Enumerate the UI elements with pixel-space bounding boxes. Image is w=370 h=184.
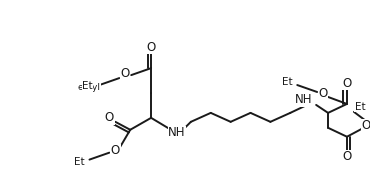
Text: O: O xyxy=(361,119,370,132)
Text: Et: Et xyxy=(82,81,93,91)
Text: O: O xyxy=(319,87,328,100)
Text: O: O xyxy=(121,67,130,80)
Text: O: O xyxy=(342,150,351,163)
Text: O: O xyxy=(111,144,120,157)
Text: NH: NH xyxy=(295,93,312,107)
Text: O: O xyxy=(105,111,114,124)
Text: ethyl: ethyl xyxy=(78,83,101,91)
Text: O: O xyxy=(147,41,156,54)
Text: NH: NH xyxy=(168,126,186,139)
Text: Et: Et xyxy=(282,77,293,87)
Text: Et: Et xyxy=(74,157,85,167)
Text: Et: Et xyxy=(354,102,365,112)
Text: O: O xyxy=(342,77,351,90)
